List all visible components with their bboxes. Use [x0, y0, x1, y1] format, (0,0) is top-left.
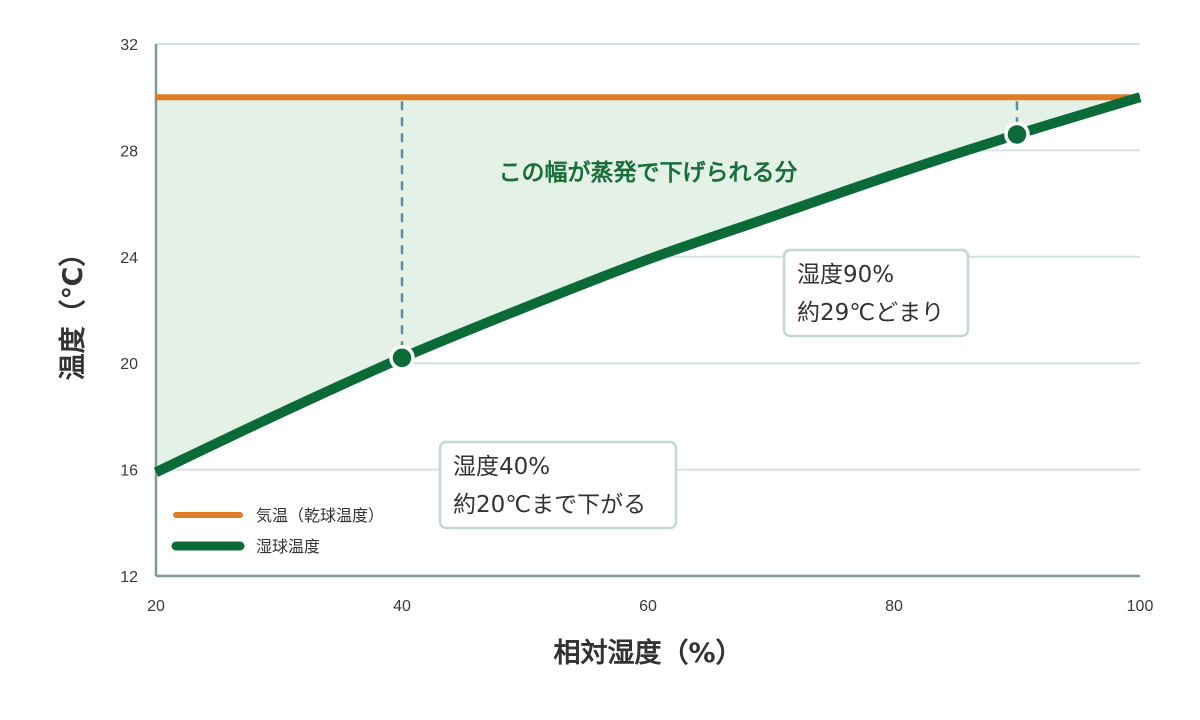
annotation-line: 湿度40%: [453, 454, 550, 480]
legend: 気温（乾球温度） 湿球温度: [171, 506, 384, 556]
x-tick-label: 100: [1127, 598, 1154, 615]
legend-label-air-temp: 気温（乾球温度）: [256, 506, 384, 525]
annotation-box: [782, 248, 970, 338]
difference-band: [156, 97, 1140, 473]
y-tick-label: 12: [120, 569, 138, 586]
y-tick-label: 28: [120, 143, 138, 160]
annotation-90: 湿度90% 約29℃どまり: [782, 248, 970, 338]
data-point-marker: [389, 345, 415, 371]
fill-area: [156, 97, 1140, 473]
x-axis-title: 相対湿度（%）: [553, 637, 742, 669]
highlight-points: [389, 121, 1030, 371]
y-tick-label: 20: [120, 356, 138, 373]
x-tick-label: 60: [639, 598, 657, 615]
y-tick-label: 32: [120, 37, 138, 54]
series-line-wet-bulb: [153, 92, 1142, 477]
x-tick-label: 40: [393, 598, 411, 615]
x-tick-label: 80: [885, 598, 903, 615]
data-point-marker: [1004, 121, 1030, 148]
dashed-guides: [400, 101, 1019, 358]
y-axis-title: 温度（℃）: [57, 240, 89, 381]
annotation-40: 湿度40% 約20℃まで下がる: [438, 440, 678, 530]
legend-label-wet-bulb: 湿球温度: [256, 537, 320, 556]
band-label: この幅が蒸発で下げられる分: [499, 159, 798, 186]
y-tick-label: 24: [120, 250, 138, 267]
x-tick-label: 20: [147, 598, 165, 615]
y-tick-label: 16: [120, 463, 138, 480]
series-lines: [153, 92, 1142, 477]
annotation-box: [438, 440, 678, 530]
axes: [154, 44, 1140, 578]
annotation-line: 約29℃どまり: [797, 300, 944, 326]
annotation-line: 湿度90%: [797, 262, 894, 288]
tick-labels: 12 16 20 24 28 32 20 40 60 80 100: [120, 37, 1153, 615]
annotation-line: 約20℃まで下がる: [453, 492, 646, 518]
